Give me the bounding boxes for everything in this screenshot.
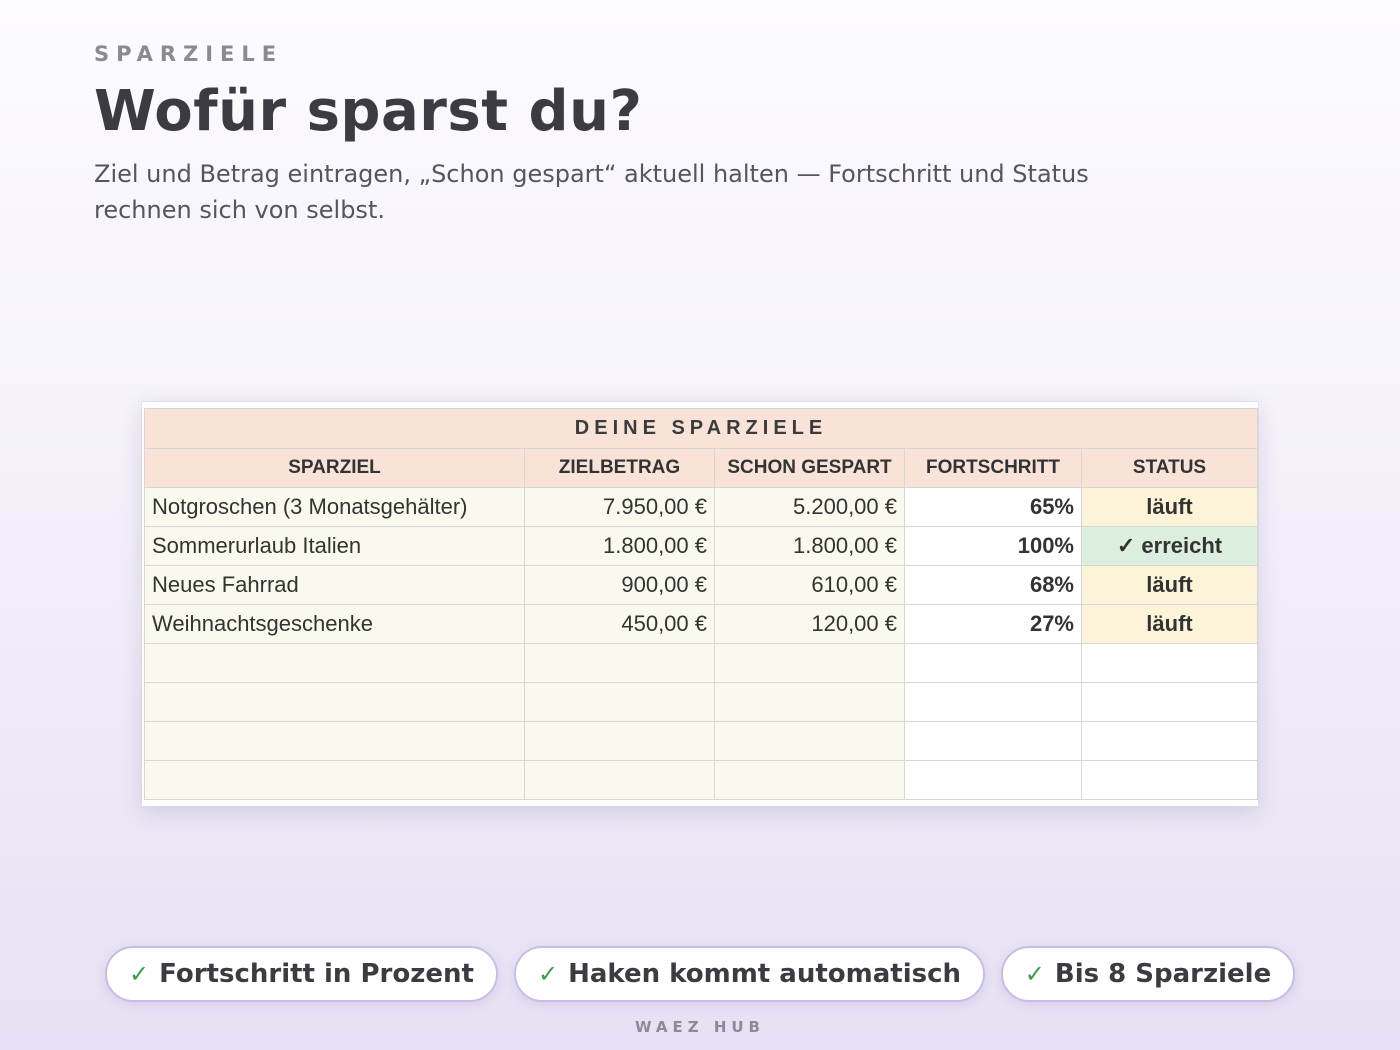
feature-chip-label: Haken kommt automatisch bbox=[568, 959, 962, 989]
header: SPARZIELE Wofür sparst du? Ziel und Betr… bbox=[94, 42, 1244, 228]
table-banner: DEINE SPARZIELE bbox=[143, 408, 1259, 449]
saved-cell[interactable]: 610,00 € bbox=[714, 565, 905, 605]
target-cell[interactable]: 450,00 € bbox=[524, 604, 715, 644]
savings-table: DEINE SPARZIELE SPARZIEL ZIELBETRAG SCHO… bbox=[143, 408, 1259, 800]
column-header-status: STATUS bbox=[1080, 448, 1259, 488]
status-cell[interactable] bbox=[1080, 721, 1259, 761]
table-banner-row: DEINE SPARZIELE bbox=[143, 408, 1259, 449]
page-title: Wofür sparst du? bbox=[94, 79, 643, 144]
status-cell[interactable] bbox=[1080, 643, 1259, 683]
status-cell[interactable]: läuft bbox=[1080, 565, 1259, 605]
saved-cell[interactable] bbox=[714, 760, 905, 800]
target-cell[interactable] bbox=[524, 643, 715, 683]
feature-chip-auto-check: ✓ Haken kommt automatisch bbox=[514, 946, 985, 1002]
table-row bbox=[144, 721, 1259, 761]
savings-goals-spreadsheet: DEINE SPARZIELE SPARZIEL ZIELBETRAG SCHO… bbox=[142, 402, 1259, 806]
progress-cell[interactable]: 100% bbox=[904, 526, 1082, 566]
progress-cell[interactable] bbox=[904, 643, 1082, 683]
status-cell[interactable]: läuft bbox=[1080, 487, 1259, 527]
saved-cell[interactable]: 1.800,00 € bbox=[714, 526, 905, 566]
saved-cell[interactable] bbox=[714, 682, 905, 722]
feature-chip-label: Fortschritt in Prozent bbox=[159, 959, 474, 989]
table-row bbox=[144, 760, 1259, 800]
target-cell[interactable] bbox=[524, 682, 715, 722]
feature-chip-label: Bis 8 Sparziele bbox=[1054, 959, 1272, 989]
goal-cell[interactable] bbox=[144, 682, 525, 722]
saved-cell[interactable] bbox=[714, 721, 905, 761]
goal-cell[interactable]: Neues Fahrrad bbox=[144, 565, 525, 605]
target-cell[interactable]: 900,00 € bbox=[524, 565, 715, 605]
eyebrow: SPARZIELE bbox=[94, 42, 284, 66]
saved-cell[interactable]: 120,00 € bbox=[714, 604, 905, 644]
status-cell[interactable] bbox=[1080, 760, 1259, 800]
status-cell[interactable]: ✓ erreicht bbox=[1080, 526, 1259, 566]
table-row: Notgroschen (3 Monatsgehälter) 7.950,00 … bbox=[144, 487, 1259, 527]
footer-brand: WAEZ HUB bbox=[635, 1018, 765, 1036]
goal-cell[interactable]: Notgroschen (3 Monatsgehälter) bbox=[144, 487, 525, 527]
saved-cell[interactable] bbox=[714, 643, 905, 683]
goal-cell[interactable]: Sommerurlaub Italien bbox=[144, 526, 525, 566]
feature-chips: ✓ Fortschritt in Prozent ✓ Haken kommt a… bbox=[105, 946, 1305, 1002]
saved-cell[interactable]: 5.200,00 € bbox=[714, 487, 905, 527]
table-row: Neues Fahrrad 900,00 € 610,00 € 68% läuf… bbox=[144, 565, 1259, 605]
target-cell[interactable]: 7.950,00 € bbox=[524, 487, 715, 527]
goal-cell[interactable] bbox=[144, 721, 525, 761]
feature-chip-max-goals: ✓ Bis 8 Sparziele bbox=[1001, 946, 1295, 1002]
subtitle-line-1: Ziel und Betrag eintragen, „Schon gespar… bbox=[94, 160, 1089, 188]
column-header-saved: SCHON GESPART bbox=[714, 448, 905, 488]
table-row: Weihnachtsgeschenke 450,00 € 120,00 € 27… bbox=[144, 604, 1259, 644]
table-row bbox=[144, 643, 1259, 683]
check-icon: ✓ bbox=[129, 960, 150, 988]
progress-cell[interactable]: 68% bbox=[904, 565, 1082, 605]
goal-cell[interactable]: Weihnachtsgeschenke bbox=[144, 604, 525, 644]
progress-cell[interactable] bbox=[904, 682, 1082, 722]
target-cell[interactable]: 1.800,00 € bbox=[524, 526, 715, 566]
column-header-goal: SPARZIEL bbox=[144, 448, 525, 488]
goal-cell[interactable] bbox=[144, 643, 525, 683]
progress-cell[interactable] bbox=[904, 721, 1082, 761]
progress-cell[interactable]: 65% bbox=[904, 487, 1082, 527]
table-row bbox=[144, 682, 1259, 722]
feature-chip-progress: ✓ Fortschritt in Prozent bbox=[105, 946, 498, 1002]
table-row: Sommerurlaub Italien 1.800,00 € 1.800,00… bbox=[144, 526, 1259, 566]
column-header-progress: FORTSCHRITT bbox=[904, 448, 1082, 488]
target-cell[interactable] bbox=[524, 721, 715, 761]
goal-cell[interactable] bbox=[144, 760, 525, 800]
page-subtitle: Ziel und Betrag eintragen, „Schon gespar… bbox=[94, 156, 1244, 228]
check-icon: ✓ bbox=[1024, 960, 1045, 988]
status-cell[interactable]: läuft bbox=[1080, 604, 1259, 644]
progress-cell[interactable]: 27% bbox=[904, 604, 1082, 644]
column-header-target: ZIELBETRAG bbox=[524, 448, 715, 488]
table-header-row: SPARZIEL ZIELBETRAG SCHON GESPART FORTSC… bbox=[144, 448, 1259, 488]
subtitle-line-2: rechnen sich von selbst. bbox=[94, 196, 385, 224]
check-icon: ✓ bbox=[537, 960, 559, 988]
progress-cell[interactable] bbox=[904, 760, 1082, 800]
target-cell[interactable] bbox=[524, 760, 715, 800]
status-cell[interactable] bbox=[1080, 682, 1259, 722]
